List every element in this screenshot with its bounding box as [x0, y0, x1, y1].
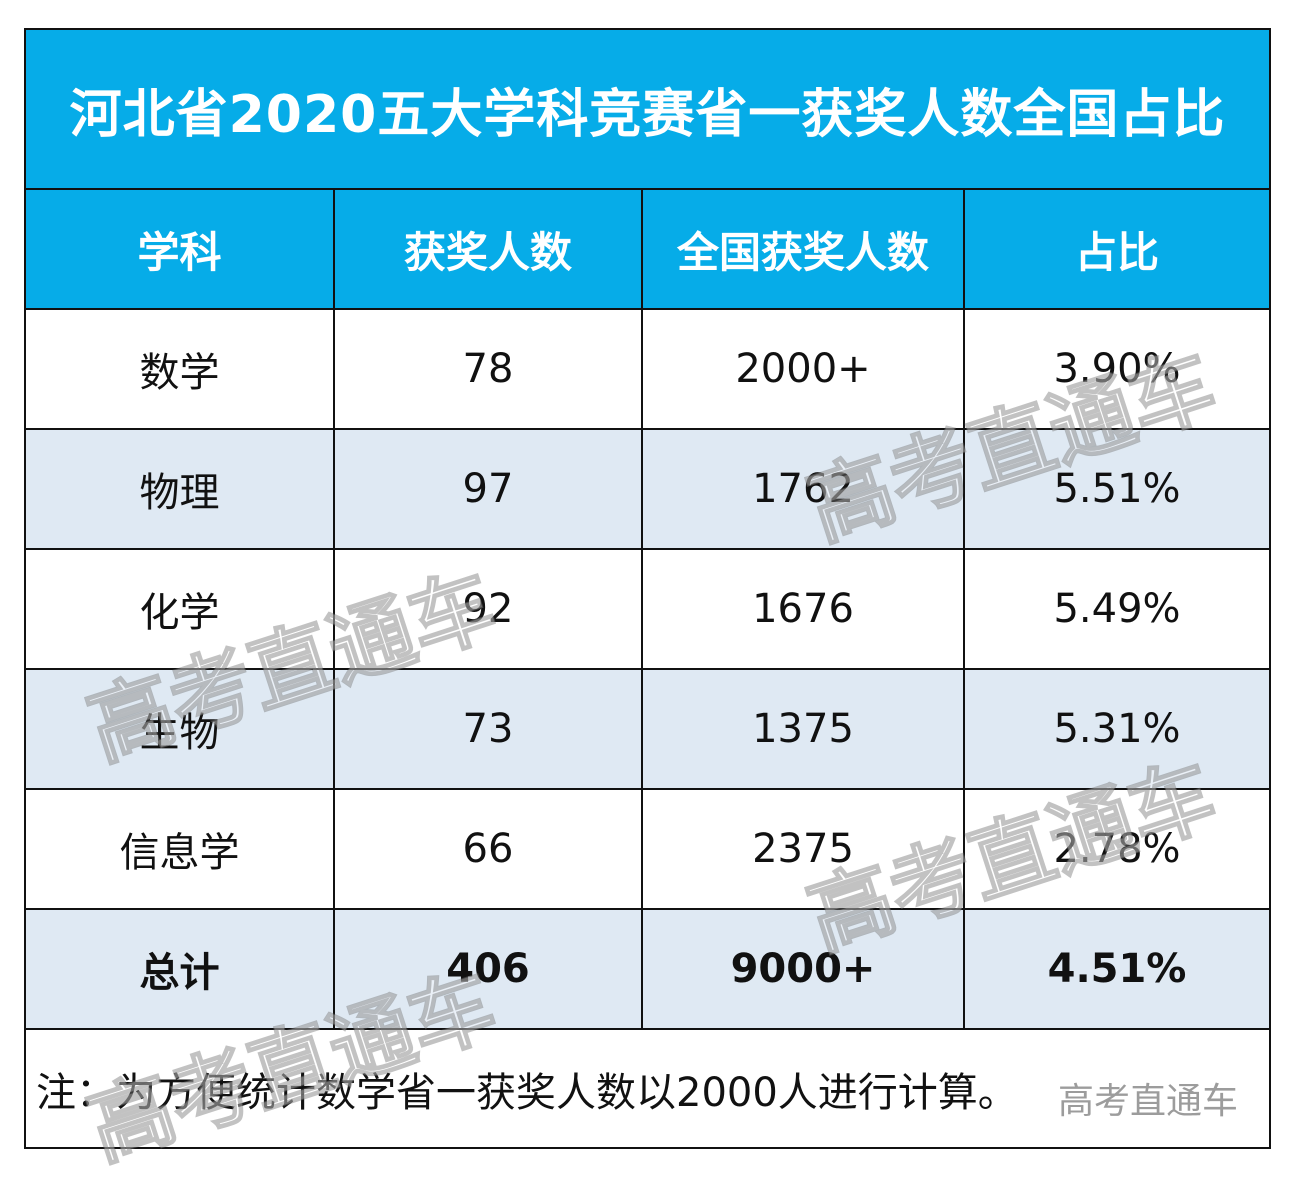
table-row: 物理 97 1762 5.51% [26, 430, 1269, 550]
winners-cell: 78 [335, 310, 643, 428]
header-national-winners: 全国获奖人数 [643, 190, 965, 308]
header-ratio: 占比 [1074, 227, 1159, 277]
total-ratio: 4.51% [1047, 946, 1187, 992]
table-row: 数学 78 2000+ 3.90% [26, 310, 1269, 430]
total-winners: 406 [335, 910, 643, 1028]
total-row: 总计 406 9000+ 4.51% [26, 910, 1269, 1030]
national-cell: 1375 [643, 670, 965, 788]
ratio-cell: 2.78% [1053, 826, 1181, 872]
winners-cell: 92 [335, 550, 643, 668]
winners-cell: 73 [335, 670, 643, 788]
table-row: 信息学 66 2375 2.78% [26, 790, 1269, 910]
table-title: 河北省2020五大学科竞赛省一获奖人数全国占比 [26, 30, 1269, 190]
table-row: 化学 92 1676 5.49% [26, 550, 1269, 670]
national-cell: 2000+ [643, 310, 965, 428]
watermark-corner: 高考直通车 [1057, 1081, 1238, 1122]
ratio-cell: 3.90% [1053, 346, 1181, 392]
subject-cell: 化学 [26, 550, 335, 668]
subject-cell: 信息学 [26, 790, 335, 908]
national-cell: 1676 [643, 550, 965, 668]
ratio-cell: 5.49% [1053, 586, 1181, 632]
total-national: 9000+ [643, 910, 965, 1028]
total-label: 总计 [26, 910, 335, 1028]
header-row: 学科 获奖人数 全国获奖人数 占比 [26, 190, 1269, 310]
header-subject: 学科 [26, 190, 335, 308]
ratio-cell: 5.31% [1053, 706, 1181, 752]
stats-table: 河北省2020五大学科竞赛省一获奖人数全国占比 学科 获奖人数 全国获奖人数 占… [24, 28, 1271, 1149]
national-cell: 2375 [643, 790, 965, 908]
winners-cell: 66 [335, 790, 643, 908]
subject-cell: 物理 [26, 430, 335, 548]
footnote: 注：为方便统计数学省一获奖人数以2000人进行计算。 [36, 1069, 1018, 1116]
subject-cell: 数学 [26, 310, 335, 428]
winners-cell: 97 [335, 430, 643, 548]
subject-cell: 生物 [26, 670, 335, 788]
national-cell: 1762 [643, 430, 965, 548]
ratio-cell: 5.51% [1053, 466, 1181, 512]
table-row: 生物 73 1375 5.31% [26, 670, 1269, 790]
header-winners: 获奖人数 [335, 190, 643, 308]
